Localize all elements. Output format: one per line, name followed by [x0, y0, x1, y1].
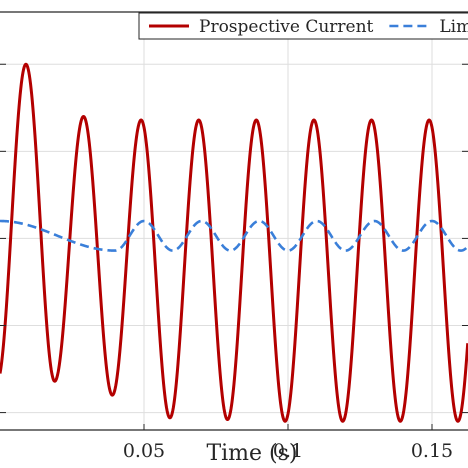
axes: 0.05 0.1 0.15 — [0, 11, 468, 462]
legend-label-0: Prospective Current — [199, 17, 374, 37]
legend-label-1: Lim — [439, 17, 468, 37]
series-layer — [0, 62, 468, 423]
series-line-0 — [0, 62, 468, 423]
x-tick-label-1: 0.1 — [273, 440, 303, 462]
series-line-1 — [0, 219, 468, 252]
legend: Prospective Current Lim — [138, 12, 468, 40]
x-tick-label-0: 0.05 — [123, 440, 165, 462]
legend-box — [138, 12, 468, 40]
x-axis-label: Time (s) — [206, 441, 297, 466]
x-tick-label-2: 0.15 — [411, 440, 453, 462]
